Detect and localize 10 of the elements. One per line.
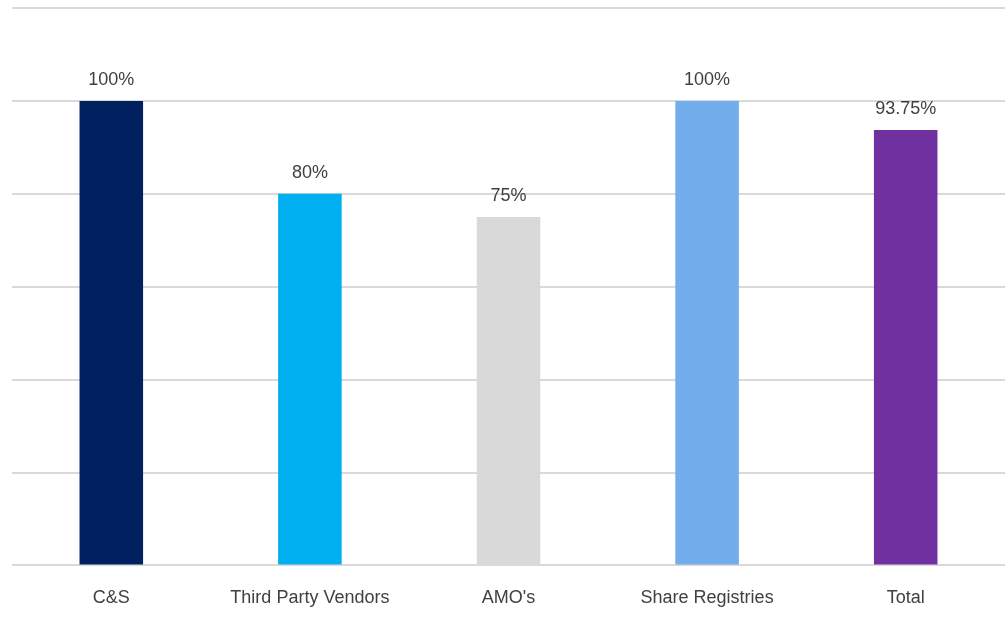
- data-label: 80%: [291, 161, 328, 182]
- data-label: 100%: [684, 68, 731, 89]
- x-tick-label: C&S: [92, 587, 130, 608]
- x-tick-label: Share Registries: [640, 587, 774, 608]
- x-tick-label: AMO's: [481, 587, 536, 608]
- x-tick-label: Total: [886, 587, 925, 608]
- data-label: 93.75%: [875, 97, 937, 118]
- x-tick-label: Third Party Vendors: [230, 587, 390, 608]
- data-label: 100%: [88, 68, 135, 89]
- data-label: 75%: [490, 184, 527, 205]
